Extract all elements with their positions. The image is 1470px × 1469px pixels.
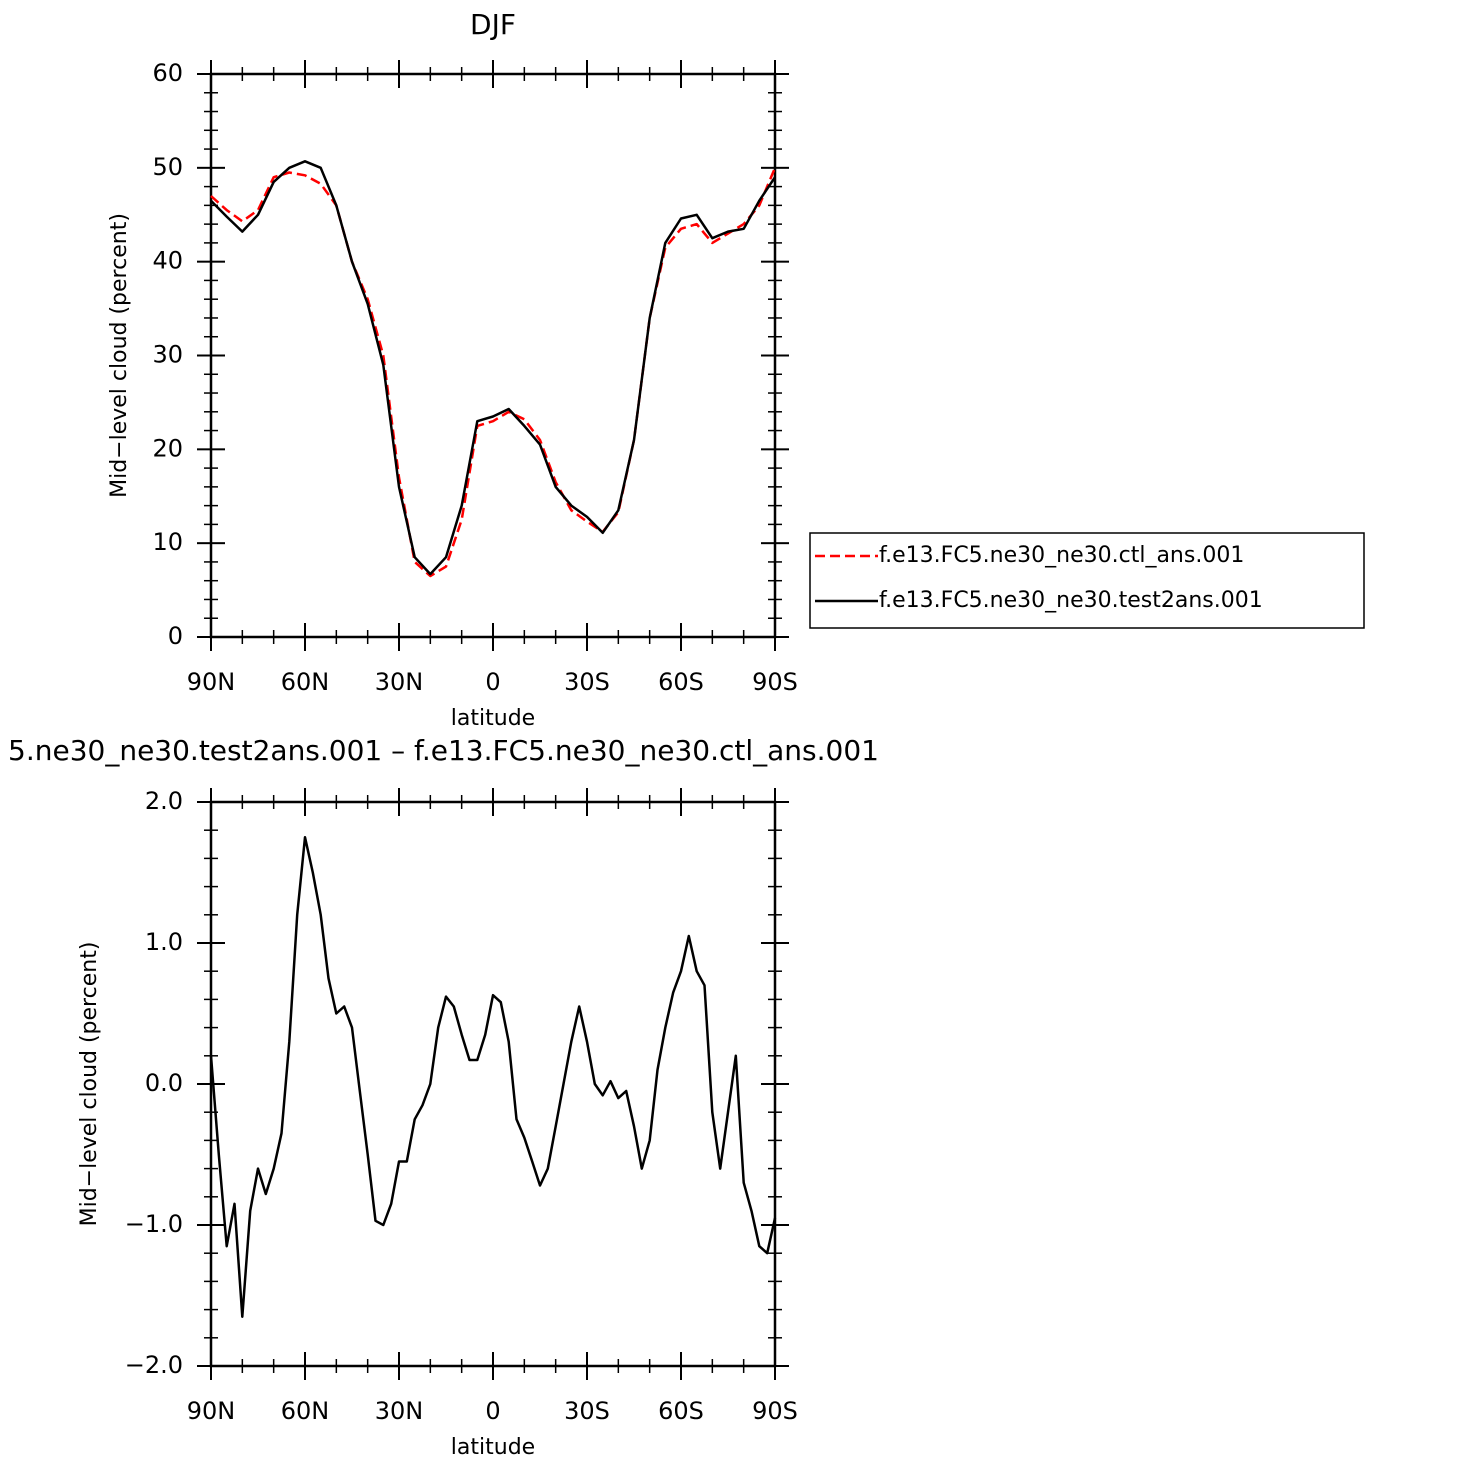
y-tick-label: 2.0	[145, 787, 183, 815]
x-tick-label: 0	[485, 668, 500, 696]
x-tick-label: 30N	[375, 668, 424, 696]
y-tick-label: 0	[168, 622, 183, 650]
y-tick-label: 20	[152, 434, 183, 462]
line-series	[210, 160, 777, 576]
x-tick-label: 90N	[187, 668, 236, 696]
x-tick-label: 90S	[752, 668, 798, 696]
legend-box	[809, 532, 1365, 629]
y-axis-label: Mid−level cloud (percent)	[107, 213, 132, 498]
x-tick-label: 60S	[658, 1397, 704, 1425]
plot-frame	[209, 72, 777, 639]
x-tick-label: 90N	[187, 1397, 236, 1425]
y-tick-label: 60	[152, 59, 183, 87]
x-tick-label: 60S	[658, 668, 704, 696]
y-tick-label: 50	[152, 153, 183, 181]
line-series	[210, 167, 777, 578]
x-tick-label: 90S	[752, 1397, 798, 1425]
plot-frame	[209, 800, 777, 1368]
x-tick-label: 30N	[375, 1397, 424, 1425]
y-tick-label: 30	[152, 341, 183, 369]
x-axis-label: latitude	[451, 706, 535, 731]
chart-title: 5.ne30_ne30.test2ans.001 – f.e13.FC5.ne3…	[8, 734, 879, 767]
x-axis-label: latitude	[451, 1435, 535, 1460]
x-tick-label: 30S	[564, 668, 610, 696]
y-tick-label: 40	[152, 247, 183, 275]
y-tick-label: −1.0	[125, 1210, 183, 1238]
legend-label: f.e13.FC5.ne30_ne30.ctl_ans.001	[879, 543, 1244, 568]
x-tick-label: 60N	[281, 1397, 330, 1425]
y-tick-label: 10	[152, 528, 183, 556]
legend-label: f.e13.FC5.ne30_ne30.test2ans.001	[879, 588, 1263, 613]
y-tick-label: 0.0	[145, 1069, 183, 1097]
line-series	[209, 836, 777, 1318]
x-tick-label: 60N	[281, 668, 330, 696]
x-tick-label: 30S	[564, 1397, 610, 1425]
y-tick-label: −2.0	[125, 1351, 183, 1379]
chart-title: DJF	[470, 8, 516, 41]
y-axis-label: Mid−level cloud (percent)	[77, 942, 102, 1227]
x-tick-label: 0	[485, 1397, 500, 1425]
y-tick-label: 1.0	[145, 928, 183, 956]
